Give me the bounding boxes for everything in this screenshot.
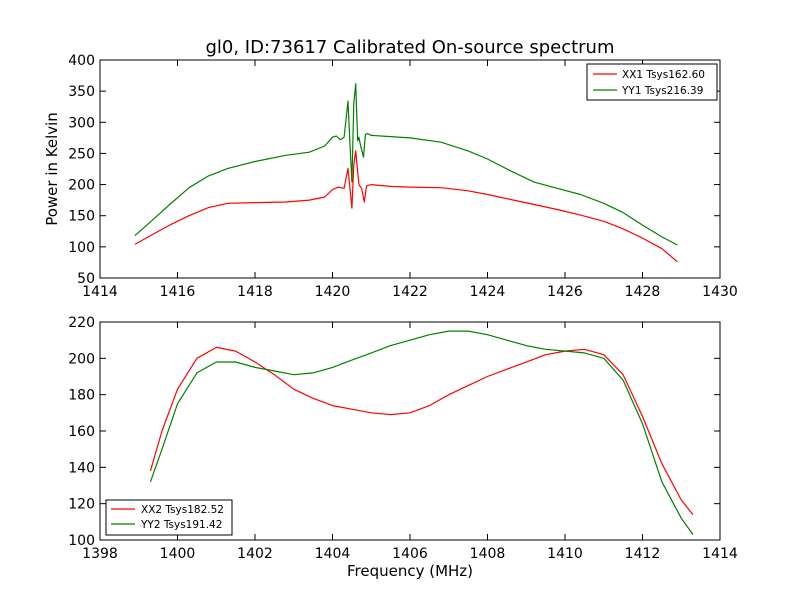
bottom-x-tick-label: 1404	[315, 546, 351, 562]
bottom-x-tick-label: 1412	[625, 546, 661, 562]
top-y-tick-label: 50	[77, 271, 95, 287]
bottom-plot-x-axis-label: Frequency (MHz)	[347, 562, 473, 580]
top-plot-y-axis-label: Power in Kelvin	[43, 112, 61, 226]
bottom-x-tick-label: 1406	[392, 546, 428, 562]
bottom-x-tick-label: 1398	[82, 546, 118, 562]
top-legend-label-xx1: XX1 Tsys162.60	[622, 69, 705, 81]
bottom-y-tick-label: 200	[68, 351, 95, 367]
top-y-tick-label: 200	[68, 178, 95, 194]
bottom-legend-box	[105, 499, 233, 536]
top-y-tick-label: 100	[68, 240, 95, 256]
top-legend-label-yy1: YY1 Tsys216.39	[621, 85, 703, 97]
bottom-series-line-xx2	[149, 346, 694, 515]
top-x-tick-label: 1414	[82, 284, 118, 300]
top-legend-box	[586, 63, 718, 101]
top-series-line-yy1	[134, 83, 678, 246]
bottom-plot-series	[149, 330, 694, 535]
bottom-x-tick-label: 1410	[547, 546, 583, 562]
bottom-plot-panel: Frequency (MHz) 1398 1400 1402 1404 1406 1408…	[68, 315, 738, 580]
top-y-tick-label: 350	[68, 84, 95, 100]
bottom-series-line-yy2	[149, 330, 694, 535]
top-series-line-xx1	[134, 150, 678, 263]
top-plot-title: gl0, ID:73617 Calibrated On-source spect…	[205, 37, 614, 58]
top-y-tick-label: 400	[68, 53, 95, 69]
bottom-y-tick-label: 100	[68, 533, 95, 549]
bottom-legend-label-yy2: YY2 Tsys191.42	[140, 519, 222, 531]
top-y-tick-label: 150	[68, 209, 95, 225]
bottom-y-tick-label: 160	[68, 424, 95, 440]
bottom-x-tick-label: 1408	[470, 546, 506, 562]
bottom-plot-legend: XX2 Tsys182.52 YY2 Tsys191.42	[105, 499, 233, 536]
top-y-tick-label: 300	[68, 115, 95, 131]
bottom-y-tick-label: 180	[68, 388, 95, 404]
bottom-y-tick-label: 120	[68, 497, 95, 513]
top-x-tick-label: 1416	[160, 284, 196, 300]
top-plot-legend: XX1 Tsys162.60 YY1 Tsys216.39	[586, 63, 718, 101]
bottom-plot-ticks: 1398 1400 1402 1404 1406 1408 1410 1412 1414 100 1…	[68, 315, 738, 562]
top-plot-series	[134, 83, 678, 263]
top-x-tick-label: 1420	[315, 284, 351, 300]
bottom-legend-label-xx2: XX2 Tsys182.52	[141, 504, 224, 516]
top-x-tick-label: 1418	[237, 284, 273, 300]
top-x-tick-label: 1426	[547, 284, 583, 300]
bottom-y-tick-label: 220	[68, 315, 95, 331]
bottom-y-tick-label: 140	[68, 460, 95, 476]
bottom-x-tick-label: 1400	[160, 546, 196, 562]
bottom-x-tick-label: 1414	[702, 546, 738, 562]
top-x-tick-label: 1424	[470, 284, 506, 300]
top-plot-ticks: 1414 1416 1418 1420 1422 1424 1426 1428 1430 50 10…	[68, 53, 738, 300]
top-y-tick-label: 250	[68, 146, 95, 162]
top-plot-panel: gl0, ID:73617 Calibrated On-source spect…	[43, 37, 738, 300]
top-x-tick-label: 1430	[702, 284, 738, 300]
top-x-tick-label: 1422	[392, 284, 428, 300]
top-x-tick-label: 1428	[625, 284, 661, 300]
bottom-x-tick-label: 1402	[237, 546, 273, 562]
